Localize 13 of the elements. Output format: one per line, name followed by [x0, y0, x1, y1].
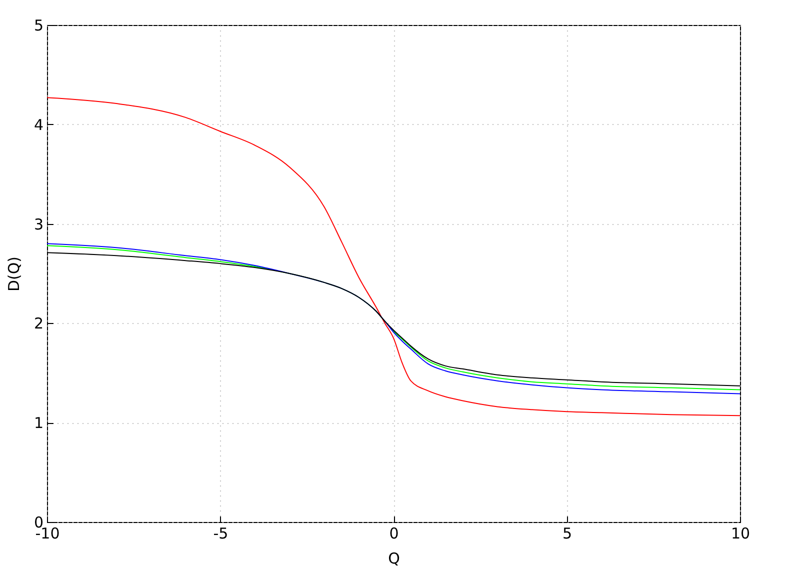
y-tick-label: 5 — [34, 16, 44, 34]
x-tick-label: -5 — [213, 524, 228, 542]
y-tick-label: 2 — [34, 314, 44, 333]
line-series — [47, 97, 740, 416]
x-tick-label: 10 — [730, 524, 750, 542]
y-tick-label: 3 — [34, 215, 44, 234]
y-axis-title: D(Q) — [4, 256, 23, 292]
y-tick-label: 1 — [34, 414, 44, 432]
x-tick-label: 0 — [389, 524, 399, 542]
y-tick-label: 0 — [34, 514, 44, 532]
y-tick-label: 4 — [34, 116, 44, 134]
x-tick-label: 5 — [562, 524, 572, 542]
x-axis-title: Q — [388, 550, 400, 568]
